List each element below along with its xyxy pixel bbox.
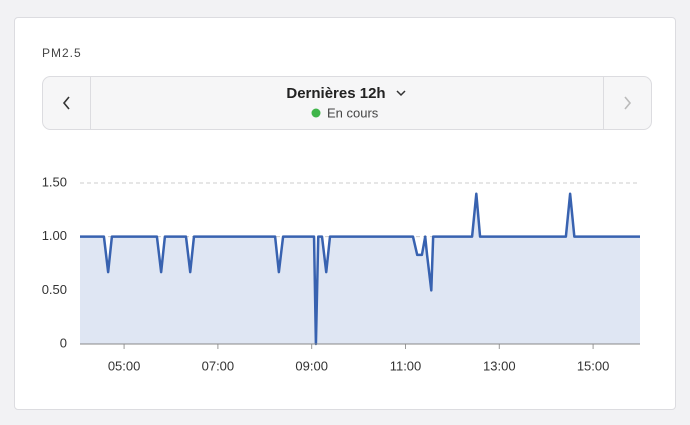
y-tick-label: 1.50 — [42, 174, 67, 189]
x-tick-label: 13:00 — [483, 358, 516, 373]
prev-button[interactable] — [62, 96, 70, 110]
period-dropdown[interactable]: Dernières 12h — [286, 85, 385, 102]
dropdown-icon — [396, 90, 406, 97]
period-selector — [42, 76, 652, 130]
line — [80, 192, 640, 346]
x-tick-label: 15:00 — [577, 358, 610, 373]
y-tick-label: 0.50 — [42, 282, 67, 297]
x-tick-label: 09:00 — [295, 358, 328, 373]
y-tick-label: 1.00 — [42, 228, 67, 243]
card-label: PM2.5 — [42, 46, 82, 60]
x-tick-label: 05:00 — [108, 358, 141, 373]
status-dot — [311, 108, 321, 118]
y-tick-label: 0 — [60, 335, 67, 350]
next-button[interactable] — [624, 96, 632, 110]
status: En cours — [327, 105, 379, 120]
area — [80, 193, 640, 344]
x-tick-label: 11:00 — [390, 358, 422, 373]
x-tick-label: 07:00 — [202, 358, 235, 373]
